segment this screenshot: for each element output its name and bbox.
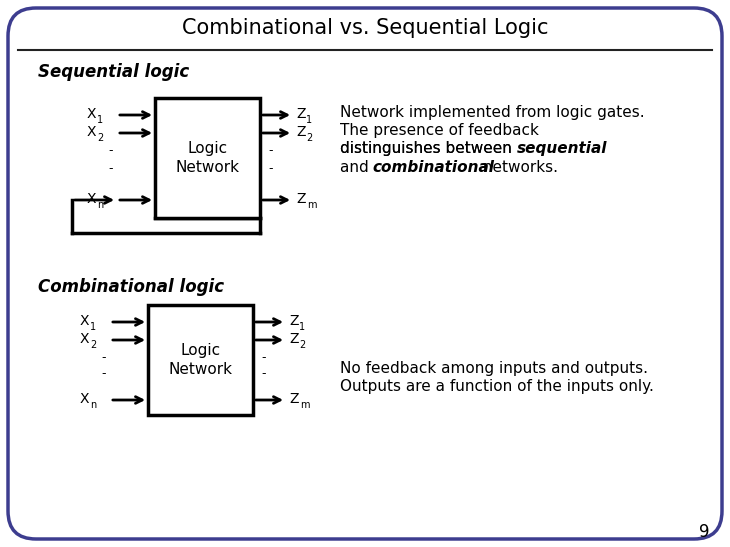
Text: networks.: networks. — [478, 160, 558, 174]
Text: Sequential logic: Sequential logic — [38, 63, 189, 81]
Text: -: - — [101, 352, 106, 364]
Text: 2: 2 — [299, 340, 305, 350]
Text: 1: 1 — [97, 115, 103, 125]
Text: Z: Z — [296, 125, 305, 139]
Text: n: n — [97, 200, 103, 210]
Text: 2: 2 — [90, 340, 96, 350]
Text: Combinational vs. Sequential Logic: Combinational vs. Sequential Logic — [182, 18, 548, 38]
Text: -: - — [261, 352, 266, 364]
Text: 1: 1 — [299, 322, 305, 332]
Bar — [155, 98, 260, 218]
Text: -: - — [268, 162, 272, 176]
Text: X: X — [86, 125, 96, 139]
Text: combinational: combinational — [372, 160, 494, 174]
Text: m: m — [300, 400, 310, 410]
Text: -: - — [101, 368, 106, 381]
Text: Z: Z — [289, 332, 299, 346]
Text: Z: Z — [289, 314, 299, 328]
Text: Combinational logic: Combinational logic — [38, 278, 224, 296]
Text: Z: Z — [296, 192, 305, 206]
Text: Logic: Logic — [180, 344, 220, 358]
Text: Network: Network — [169, 362, 232, 376]
Text: -: - — [268, 144, 272, 158]
Text: m: m — [307, 200, 317, 210]
Text: 2: 2 — [306, 133, 312, 143]
Text: distinguishes between: distinguishes between — [340, 142, 517, 156]
Text: The presence of feedback: The presence of feedback — [340, 124, 539, 138]
Text: Network: Network — [175, 160, 239, 174]
Text: X: X — [86, 107, 96, 121]
Text: -: - — [261, 368, 266, 381]
Text: and: and — [340, 160, 374, 174]
Text: Outputs are a function of the inputs only.: Outputs are a function of the inputs onl… — [340, 379, 654, 393]
Text: Z: Z — [296, 107, 305, 121]
Text: 1: 1 — [306, 115, 312, 125]
Text: 9: 9 — [699, 523, 710, 541]
Text: X: X — [80, 392, 89, 406]
Text: distinguishes between: distinguishes between — [340, 142, 517, 156]
Text: No feedback among inputs and outputs.: No feedback among inputs and outputs. — [340, 360, 648, 375]
Text: Logic: Logic — [188, 142, 228, 156]
Text: n: n — [90, 400, 96, 410]
Text: -: - — [108, 144, 112, 158]
Text: -: - — [108, 162, 112, 176]
Text: X: X — [86, 192, 96, 206]
Text: X: X — [80, 332, 89, 346]
Text: X: X — [80, 314, 89, 328]
Text: sequential: sequential — [517, 142, 607, 156]
Text: Z: Z — [289, 392, 299, 406]
FancyBboxPatch shape — [8, 8, 722, 539]
Text: 2: 2 — [97, 133, 103, 143]
Text: 1: 1 — [90, 322, 96, 332]
Text: Network implemented from logic gates.: Network implemented from logic gates. — [340, 106, 645, 120]
Bar — [148, 305, 253, 415]
